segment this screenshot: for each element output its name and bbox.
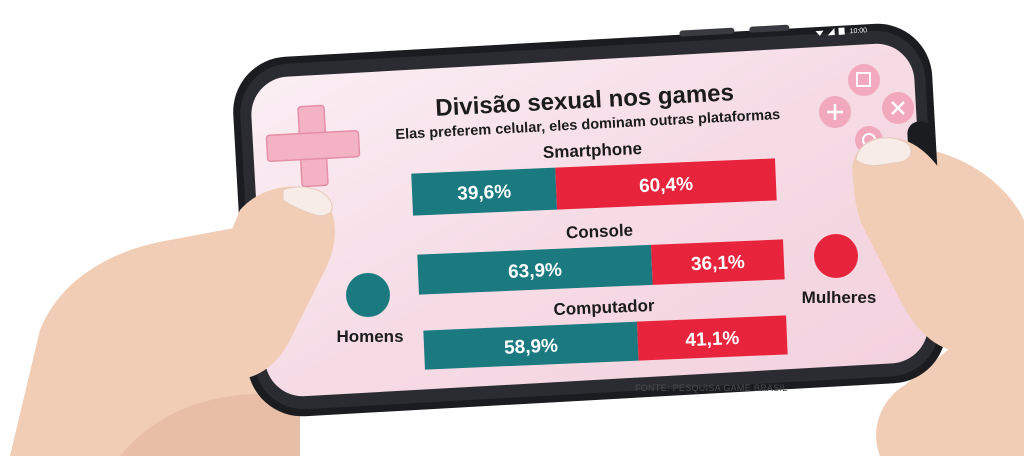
- bar-row-smartphone: Smartphone 39,6% 60,4%: [411, 139, 777, 216]
- battery-icon: [838, 27, 845, 35]
- category-label-console: Console: [566, 221, 634, 243]
- status-time: 10:00: [849, 27, 867, 35]
- dpad-icon: [265, 104, 361, 188]
- plus-button-icon: [819, 96, 851, 128]
- x-button-icon: [882, 92, 914, 124]
- legend: Homens Mulheres: [336, 234, 876, 346]
- bar-homens-smartphone: [411, 167, 558, 216]
- right-thumb: [852, 137, 1002, 353]
- bar-mulheres-computador: [636, 315, 788, 361]
- legend-label-mulheres: Mulheres: [802, 288, 877, 307]
- value-label-homens-smartphone: 39,6%: [457, 181, 512, 204]
- left-thumb: [205, 186, 335, 379]
- signal-icon: [827, 28, 835, 36]
- bar-mulheres-console: [650, 239, 785, 285]
- bar-homens-console: [417, 244, 653, 295]
- source-note: FONTE: PESQUISA GAME BRASIL: [635, 383, 788, 393]
- legend-label-homens: Homens: [336, 327, 403, 346]
- value-label-mulheres-smartphone: 60,4%: [639, 174, 694, 197]
- square-button-icon: [848, 64, 880, 96]
- value-label-homens-computador: 58,9%: [504, 335, 559, 358]
- phone: 10:00: [233, 23, 947, 417]
- bar-homens-computador: [423, 321, 639, 370]
- legend-swatch-homens: [346, 273, 390, 317]
- wifi-icon: [815, 30, 824, 36]
- face-buttons: [819, 64, 914, 154]
- status-bar: 10:00: [815, 27, 867, 36]
- bar-row-computador: Computador 58,9% 41,1%: [423, 296, 788, 370]
- bar-mulheres-smartphone: [555, 158, 777, 210]
- value-label-mulheres-computador: 41,1%: [685, 328, 740, 351]
- category-label-smartphone: Smartphone: [543, 139, 643, 162]
- category-label-computador: Computador: [553, 296, 655, 319]
- phone-screen: [251, 43, 929, 397]
- legend-swatch-mulheres: [814, 234, 858, 278]
- value-label-mulheres-console: 36,1%: [691, 252, 746, 275]
- value-label-homens-console: 63,9%: [508, 260, 563, 283]
